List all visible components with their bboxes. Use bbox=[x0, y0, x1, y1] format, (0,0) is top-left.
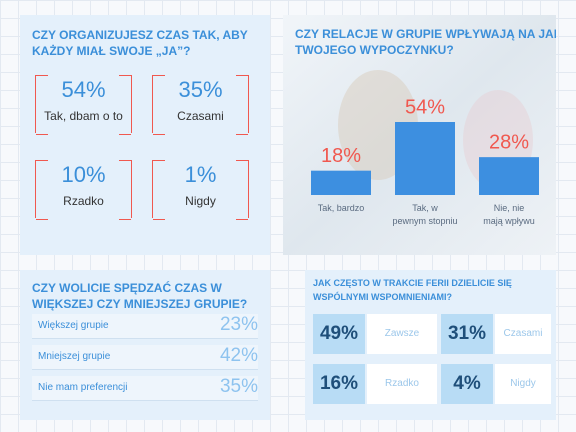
answer-label: Rzadko bbox=[63, 194, 104, 208]
answer-box: 54% Tak, dbam o to bbox=[35, 75, 132, 135]
panel-title: CZY ORGANIZUJESZ CZAS TAK, ABY KAŻDY MIA… bbox=[32, 28, 248, 58]
category-label: Tak, bardzo bbox=[318, 203, 365, 213]
answer-label: Zawsze bbox=[367, 314, 437, 354]
bar bbox=[395, 122, 455, 195]
row-value: 35% bbox=[219, 376, 258, 397]
bar bbox=[479, 157, 539, 195]
answer-box: 10% Rzadko bbox=[35, 160, 132, 220]
percent: 31% bbox=[441, 314, 493, 354]
answer-label: Czasami bbox=[495, 314, 551, 354]
answer-box: 35% Czasami bbox=[152, 75, 249, 135]
panel-title: CZY WOLICIE SPĘDZAĆ CZAS W WIĘKSZEJ CZY … bbox=[32, 281, 248, 311]
chart-panel: CZY RELACJE W GRUPIE WPŁYWAJĄ NA JAKOŚĆ T… bbox=[283, 15, 556, 255]
value-label: 28% bbox=[489, 131, 529, 153]
label-line: Tak, bardzo bbox=[318, 203, 365, 213]
row-value: 23% bbox=[219, 314, 258, 335]
label-line: pewnym stopniu bbox=[392, 216, 457, 226]
value-label: 54% bbox=[405, 96, 445, 118]
answer-label: Nigdy bbox=[495, 364, 551, 404]
title-line: TWOJEGO WYPOCZYNKU? bbox=[295, 43, 454, 57]
percent: 1% bbox=[184, 162, 217, 187]
panel: JAK CZĘSTO W TRAKCIE FERII DZIELICIE SIĘ… bbox=[305, 270, 556, 420]
answer-label: Tak, dbam o to bbox=[44, 109, 123, 123]
percent: 4% bbox=[441, 364, 493, 404]
title-line: CZY RELACJE W GRUPIE WPŁYWAJĄ NA JAKOŚĆ bbox=[295, 26, 556, 41]
row: Nie mam preferencji 35% bbox=[32, 376, 258, 401]
panel-title: JAK CZĘSTO W TRAKCIE FERII DZIELICIE SIĘ… bbox=[313, 278, 512, 302]
row-label: Mniejszej grupie bbox=[38, 351, 111, 362]
label-line: Tak, w bbox=[412, 203, 438, 213]
row-value: 42% bbox=[219, 345, 258, 366]
row-label: Nie mam preferencji bbox=[38, 382, 128, 393]
value-label: 18% bbox=[321, 145, 361, 167]
label-line: mają wpływu bbox=[483, 216, 535, 226]
chart-title: CZY RELACJE W GRUPIE WPŁYWAJĄ NA JAKOŚĆ T… bbox=[295, 26, 556, 57]
percent: 16% bbox=[313, 364, 365, 404]
answer-label: Nigdy bbox=[185, 194, 216, 208]
label-line: Nie, nie bbox=[494, 203, 525, 213]
percent: 49% bbox=[313, 314, 365, 354]
answer-label: Rzadko bbox=[367, 364, 437, 404]
percent: 35% bbox=[178, 77, 223, 102]
bar bbox=[311, 170, 371, 195]
answer-label: Czasami bbox=[177, 109, 224, 123]
category-label: Tak, w pewnym stopniu bbox=[392, 203, 457, 226]
answer-box: 1% Nigdy bbox=[152, 160, 249, 220]
row: Mniejszej grupie 42% bbox=[32, 345, 258, 370]
percent: 54% bbox=[61, 77, 106, 102]
category-label: Nie, nie mają wpływu bbox=[483, 203, 535, 226]
percent: 10% bbox=[61, 162, 106, 187]
row-label: Większej grupie bbox=[38, 320, 109, 331]
panel: CZY WOLICIE SPĘDZAĆ CZAS W WIĘKSZEJ CZY … bbox=[20, 270, 270, 420]
row: Większej grupie 23% bbox=[32, 314, 258, 339]
panel: CZY ORGANIZUJESZ CZAS TAK, ABY KAŻDY MIA… bbox=[20, 15, 270, 255]
